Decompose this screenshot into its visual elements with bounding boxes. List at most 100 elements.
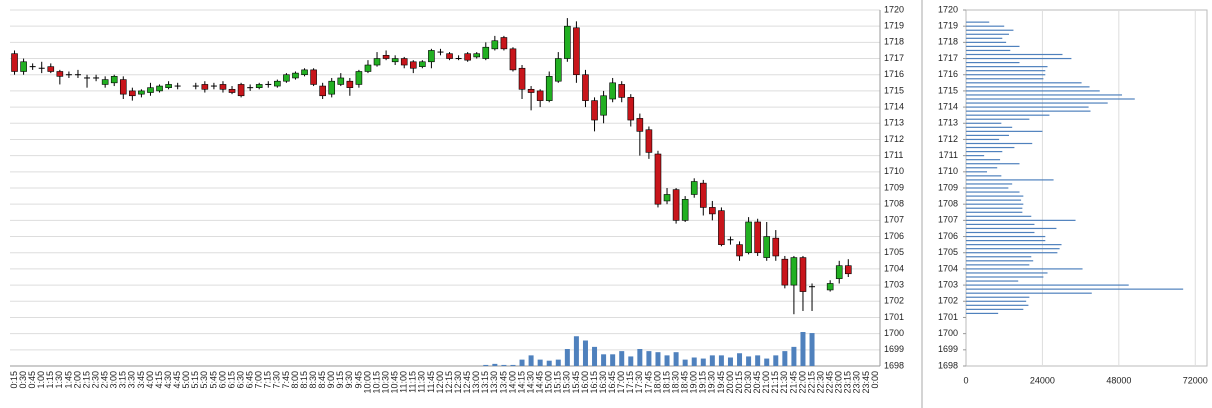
candle-body xyxy=(129,90,136,97)
profile-bar xyxy=(966,74,1046,76)
y-tick-label: 1719 xyxy=(884,21,904,31)
volume-bar xyxy=(510,364,516,366)
y-tick-label: 1707 xyxy=(938,215,958,225)
candle-body xyxy=(527,88,535,93)
y-tick-label: 1714 xyxy=(884,101,904,111)
x-tick-label: 19:45 xyxy=(716,371,726,394)
y-tick-label: 1704 xyxy=(884,263,904,273)
x-tick-label: 20:45 xyxy=(752,371,762,394)
x-tick-label: 14:45 xyxy=(535,371,545,394)
y-tick-label: 1700 xyxy=(938,328,958,338)
y-tick-label: 1708 xyxy=(884,199,904,209)
volume-bar xyxy=(546,360,552,366)
x-tick-label: 7:30 xyxy=(272,371,282,389)
candle-body xyxy=(582,74,589,101)
x-tick-label: 5:00 xyxy=(181,371,191,389)
x-tick-label: 23:45 xyxy=(861,371,871,394)
profile-bar xyxy=(966,106,1089,108)
candle-body xyxy=(545,76,553,101)
y-tick-label: 1714 xyxy=(938,101,958,111)
volume-bar xyxy=(537,359,543,366)
candle-body xyxy=(564,25,571,59)
x-tick-label: 15:30 xyxy=(562,371,572,394)
profile-bar xyxy=(966,304,1029,306)
x-tick-label: 15:45 xyxy=(571,371,581,394)
x-tick-label: 3:45 xyxy=(136,371,146,389)
y-tick-label: 1713 xyxy=(938,118,958,128)
volume-bar xyxy=(709,355,715,366)
x-tick-label: 13:45 xyxy=(498,371,508,394)
x-tick-label: 17:30 xyxy=(634,371,644,394)
profile-bar xyxy=(966,252,1058,254)
candle-body xyxy=(147,87,154,93)
volume-bar xyxy=(619,351,625,366)
volume-bar xyxy=(746,356,752,366)
profile-bar xyxy=(966,37,1003,39)
volume-bar xyxy=(737,353,743,366)
y-tick-label: 1718 xyxy=(938,37,958,47)
x-tick-label: 16:15 xyxy=(589,371,599,394)
candle-body xyxy=(391,58,399,63)
candle-body xyxy=(409,61,417,69)
y-tick-label: 1705 xyxy=(884,247,904,257)
profile-bar xyxy=(966,264,1030,266)
y-tick-label: 1700 xyxy=(884,328,904,338)
y-tick-label: 1702 xyxy=(884,296,904,306)
profile-bar xyxy=(966,280,1019,282)
y-tick-label: 1720 xyxy=(884,4,904,14)
candle-body xyxy=(536,90,544,101)
profile-bar xyxy=(966,187,1009,189)
profile-bar xyxy=(966,235,1046,238)
volume-bar xyxy=(492,363,498,366)
candle-body xyxy=(237,84,245,97)
x-tick-label: 14:15 xyxy=(516,371,526,394)
x-tick-label: 16:45 xyxy=(607,371,617,394)
profile-bar xyxy=(966,126,1013,128)
x-tick-label: 0:45 xyxy=(27,371,37,389)
profile-bar xyxy=(966,150,1003,153)
x-tick-label: 4:15 xyxy=(154,371,164,389)
y-tick-label: 1712 xyxy=(938,134,958,144)
y-tick-label: 1698 xyxy=(938,360,958,370)
x-tick-label: 12:30 xyxy=(453,371,463,394)
candle-body xyxy=(446,53,453,59)
candle-body xyxy=(690,181,698,195)
x-tick-label: 9:15 xyxy=(335,371,345,389)
candle-body xyxy=(274,80,281,87)
candle-body xyxy=(11,53,18,72)
x-tick-label: 9:00 xyxy=(326,371,336,389)
candle-body xyxy=(654,153,662,205)
candle-body xyxy=(554,58,562,82)
candle-body xyxy=(609,82,616,100)
y-tick-label: 1715 xyxy=(938,85,958,95)
x-tick-label: 18:30 xyxy=(670,371,680,394)
x-tick-label: 0:15 xyxy=(9,371,19,389)
x-tick-label: 11:45 xyxy=(426,371,436,393)
profile-bar xyxy=(966,239,1046,242)
profile-bar xyxy=(966,272,1048,274)
profile-bar xyxy=(966,276,1044,278)
candle-body xyxy=(310,69,317,85)
x-tick-label: 5:45 xyxy=(208,371,218,389)
profile-bar xyxy=(966,146,1015,149)
x-tick-label: 16:00 xyxy=(580,371,590,394)
candle-body xyxy=(400,58,408,66)
x-tick-label: 8:30 xyxy=(308,371,318,389)
y-tick-label: 1706 xyxy=(884,231,904,241)
x-tick-label: 6:30 xyxy=(235,371,245,389)
candle-body xyxy=(772,237,780,257)
profile-bar xyxy=(966,155,985,157)
x-tick-label: 10:00 xyxy=(362,371,372,394)
x-tick-label: 4:00 xyxy=(145,371,155,389)
candle-body xyxy=(500,37,508,50)
x-tick-label: 5:15 xyxy=(190,371,200,389)
candle-body xyxy=(464,53,471,61)
volume-bar xyxy=(691,357,697,366)
x-tick-label: 16:30 xyxy=(598,371,608,394)
y-tick-label: 1703 xyxy=(884,279,904,289)
volume-bar xyxy=(809,333,815,366)
candle-body xyxy=(255,84,263,88)
profile-bar xyxy=(966,110,1091,112)
x-tick-label: 15:15 xyxy=(553,371,563,394)
